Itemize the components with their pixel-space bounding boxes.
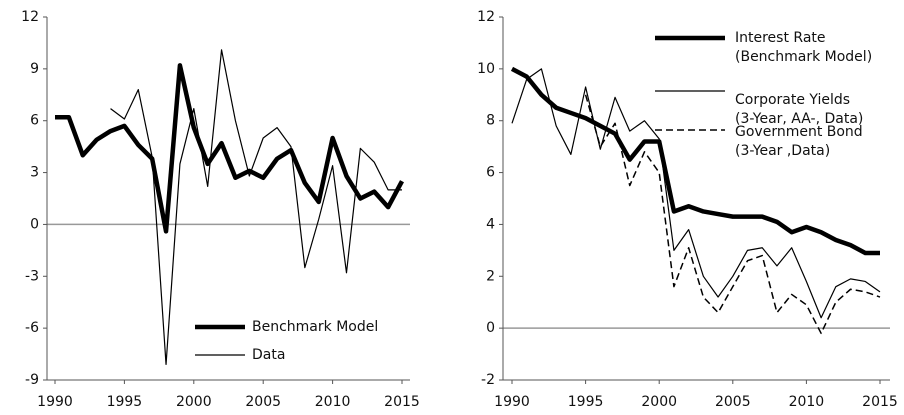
- y-tick-label: 2: [486, 268, 495, 284]
- legend-label: Corporate Yields (3-Year, AA-, Data): [735, 92, 863, 127]
- y-tick-label: 6: [486, 165, 495, 181]
- y-tick-label: 9: [30, 61, 39, 77]
- x-tick-label: 1995: [568, 394, 604, 410]
- x-tick-label: 2010: [315, 394, 351, 410]
- data-line: [584, 94, 881, 335]
- y-tick-label: 12: [21, 9, 39, 25]
- y-tick-label: 8: [486, 113, 495, 129]
- x-tick-label: 2000: [641, 394, 677, 410]
- x-tick-label: 1990: [494, 394, 530, 410]
- legend-label: Data: [252, 347, 285, 363]
- y-tick-label: 4: [486, 216, 495, 232]
- y-tick-label: -6: [25, 320, 39, 336]
- y-tick-label: 0: [486, 320, 495, 336]
- legend-label: Government Bond (3-Year ,Data): [735, 124, 863, 159]
- y-tick-label: 3: [30, 165, 39, 181]
- data-line: [510, 66, 880, 256]
- legend-label: Interest Rate (Benchmark Model): [735, 30, 872, 65]
- legend-label: Benchmark Model: [252, 319, 378, 335]
- x-tick-label: 2015: [384, 394, 420, 410]
- y-tick-label: -3: [25, 268, 39, 284]
- x-tick-label: 2010: [789, 394, 825, 410]
- x-tick-label: 2005: [715, 394, 751, 410]
- data-line: [110, 49, 402, 366]
- y-tick-label: 6: [30, 113, 39, 129]
- y-tick-label: -9: [25, 372, 39, 388]
- data-line: [55, 63, 404, 234]
- x-tick-label: 2015: [862, 394, 898, 410]
- x-tick-label: 1990: [37, 394, 73, 410]
- x-tick-label: 2000: [176, 394, 212, 410]
- y-tick-label: 10: [477, 61, 495, 77]
- y-tick-label: -2: [481, 372, 495, 388]
- y-tick-label: 12: [477, 9, 495, 25]
- x-tick-label: 1995: [107, 394, 143, 410]
- x-tick-label: 2005: [245, 394, 281, 410]
- data-line: [511, 68, 881, 319]
- y-tick-label: 0: [30, 216, 39, 232]
